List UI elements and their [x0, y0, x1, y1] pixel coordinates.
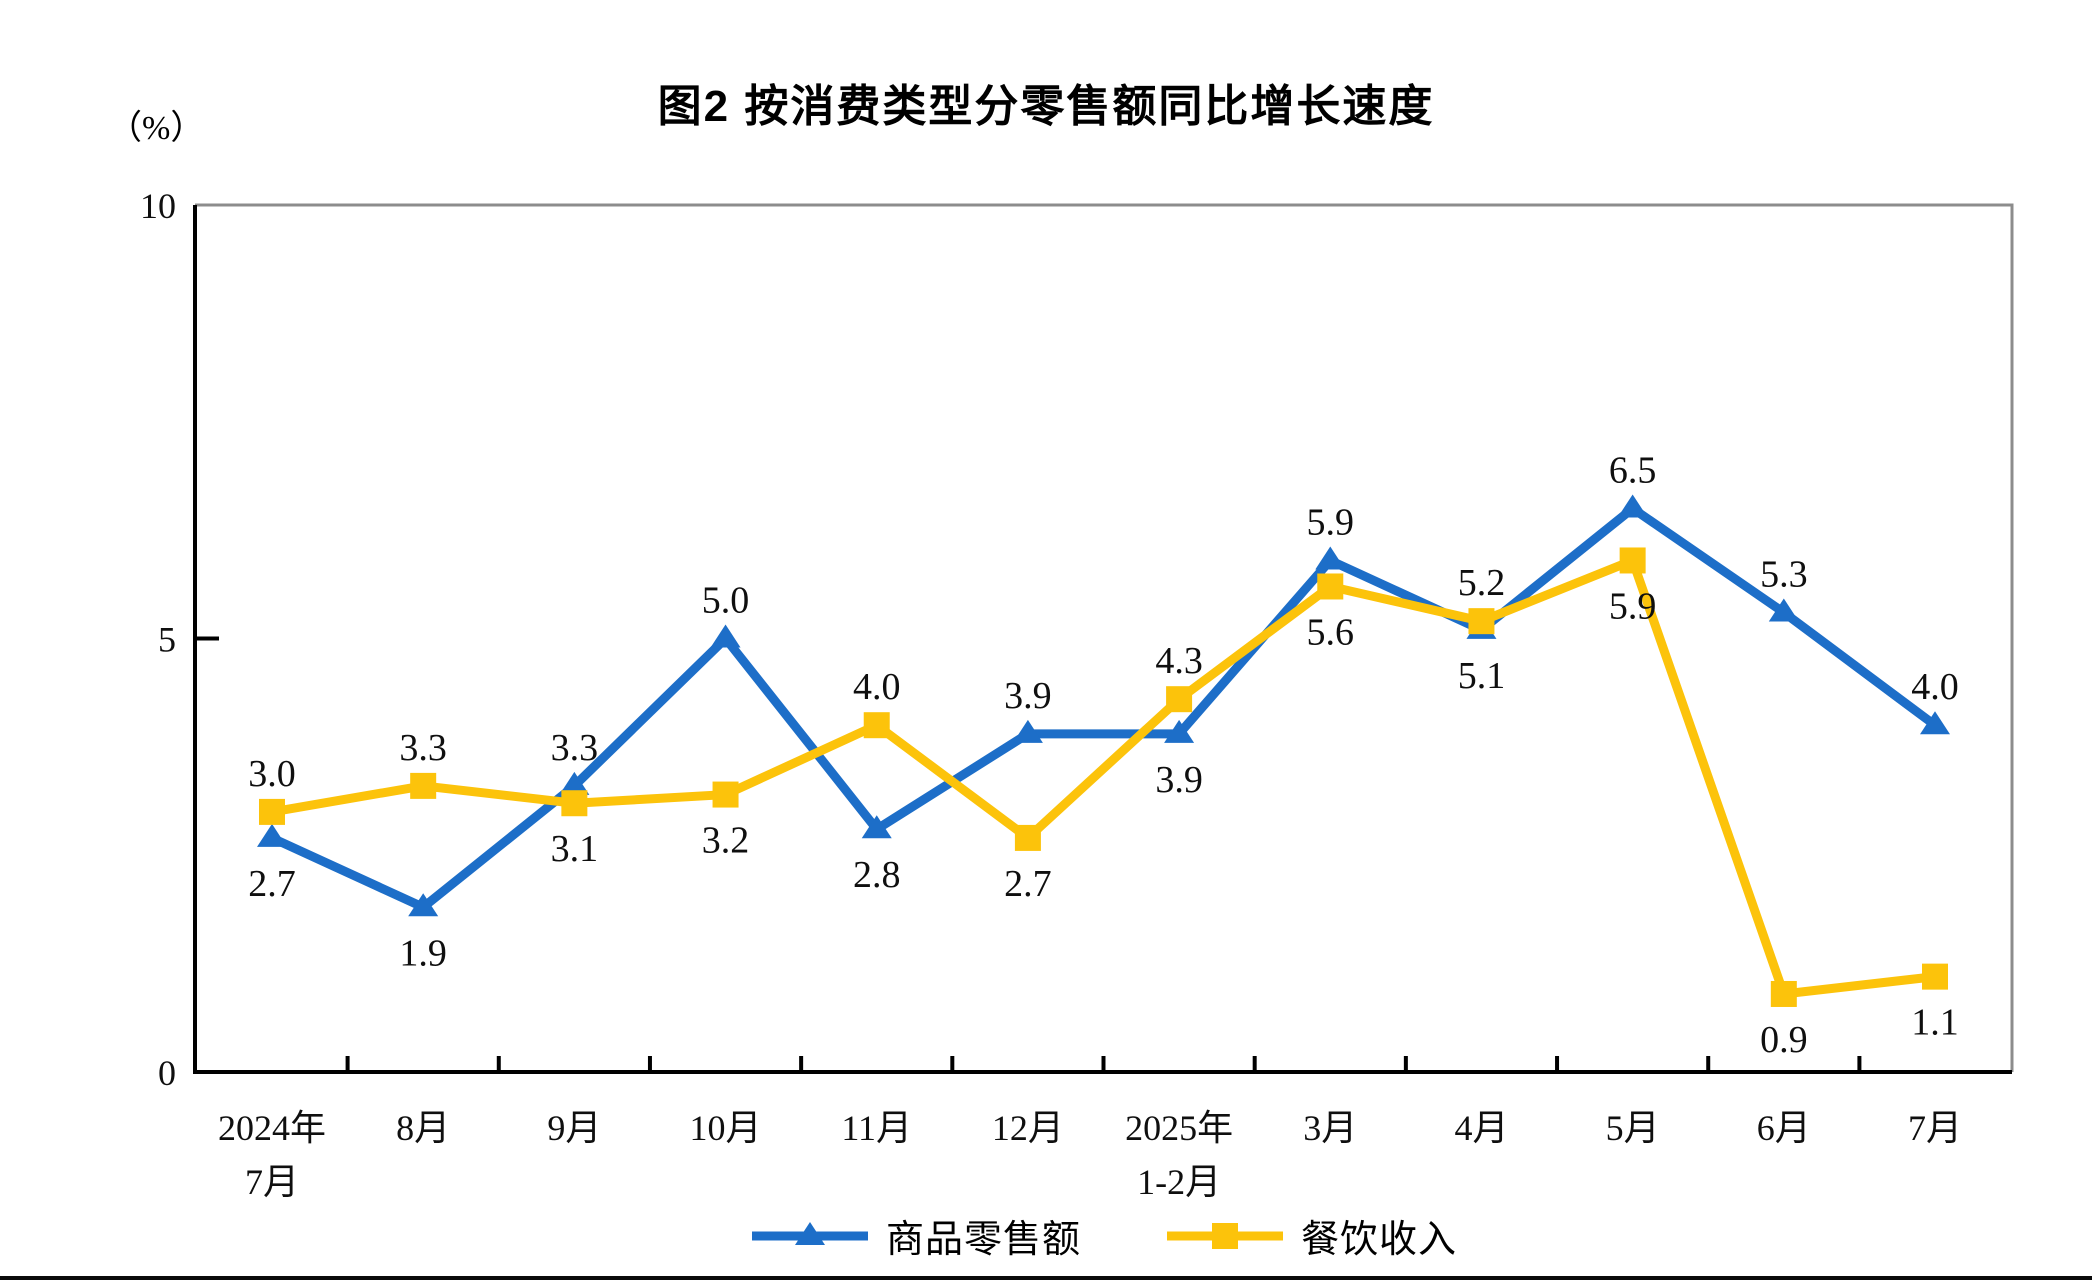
x-category-label: 3月 — [1303, 1108, 1357, 1148]
legend-item-catering-revenue: 餐饮收入 — [1165, 1208, 1457, 1263]
value-label-catering-revenue: 5.2 — [1458, 562, 1506, 604]
legend-marker-goods-retail — [751, 1221, 868, 1245]
series-marker-catering-revenue — [561, 790, 588, 817]
page-bottom-rule — [0, 1276, 2092, 1280]
series-marker-goods-retail — [1768, 598, 1799, 622]
value-label-goods-retail: 2.7 — [248, 863, 296, 905]
x-category-label: 9月 — [547, 1108, 601, 1148]
x-category-label: 1-2月 — [1137, 1162, 1221, 1202]
x-category-label: 5月 — [1606, 1108, 1660, 1148]
legend-label-goods-retail: 商品零售额 — [885, 1219, 1081, 1261]
series-marker-catering-revenue — [1770, 980, 1797, 1007]
x-category-label: 7月 — [245, 1162, 299, 1202]
y-tick-label: 5 — [158, 620, 176, 660]
value-label-catering-revenue: 3.0 — [248, 753, 296, 795]
series-marker-goods-retail — [1164, 719, 1195, 743]
chart-title: 图2 按消费类型分零售额同比增长速度 — [657, 82, 1435, 131]
value-label-goods-retail: 2.8 — [853, 854, 901, 896]
value-label-catering-revenue: 1.1 — [1911, 1002, 1959, 1044]
series-marker-goods-retail — [1617, 494, 1648, 518]
x-category-label: 8月 — [396, 1108, 450, 1148]
value-label-catering-revenue: 3.3 — [399, 727, 447, 769]
x-category-label: 11月 — [841, 1108, 912, 1148]
value-label-catering-revenue: 5.9 — [1609, 585, 1657, 627]
series-marker-goods-retail — [710, 624, 741, 648]
value-label-goods-retail: 4.0 — [1911, 666, 1959, 708]
axis-lines — [193, 205, 2012, 1074]
x-category-label: 10月 — [690, 1108, 762, 1148]
series-line-goods-retail — [270, 502, 1938, 913]
value-label-goods-retail: 5.9 — [1307, 501, 1355, 543]
y-axis-unit-label: （%） — [108, 110, 205, 147]
value-label-catering-revenue: 0.9 — [1760, 1019, 1808, 1061]
series-marker-goods-retail — [408, 893, 439, 917]
series-marker-catering-revenue — [1922, 963, 1948, 990]
value-label-goods-retail: 5.0 — [702, 580, 750, 622]
series-goods-retail — [257, 494, 1950, 917]
series-marker-goods-retail — [1920, 711, 1950, 735]
series-marker-goods-retail — [257, 823, 287, 847]
value-label-catering-revenue: 3.2 — [702, 820, 750, 862]
series-marker-catering-revenue — [1166, 686, 1193, 713]
value-label-goods-retail: 6.5 — [1609, 449, 1657, 491]
value-label-catering-revenue: 5.6 — [1307, 611, 1355, 653]
legend-marker-catering-revenue — [1167, 1222, 1283, 1249]
series-marker-catering-revenue — [863, 712, 890, 739]
series-marker-catering-revenue — [1468, 608, 1495, 635]
series-marker-goods-retail — [1315, 546, 1346, 570]
legend-glyph-goods-retail — [794, 1221, 825, 1245]
value-label-goods-retail: 3.3 — [551, 727, 599, 769]
series-catering-revenue — [259, 547, 1948, 1007]
value-label-catering-revenue: 4.0 — [853, 666, 901, 708]
series-marker-catering-revenue — [1619, 547, 1646, 574]
series-marker-goods-retail — [559, 771, 590, 795]
value-label-goods-retail: 5.3 — [1760, 553, 1808, 595]
series-marker-catering-revenue — [1317, 573, 1344, 600]
series-marker-goods-retail — [861, 815, 892, 839]
legend-glyph-catering-revenue — [1212, 1222, 1238, 1249]
value-label-catering-revenue: 3.1 — [551, 828, 599, 870]
series-marker-catering-revenue — [712, 781, 739, 808]
series-marker-goods-retail — [1012, 719, 1043, 743]
y-tick-label: 10 — [140, 186, 176, 226]
plot-border — [195, 203, 2014, 1072]
legend-label-catering-revenue: 餐饮收入 — [1301, 1219, 1458, 1261]
series-line-catering-revenue — [271, 554, 1936, 999]
legend-item-goods-retail: 商品零售额 — [750, 1208, 1081, 1263]
value-label-catering-revenue: 4.3 — [1155, 640, 1203, 682]
value-label-goods-retail: 3.9 — [1004, 675, 1052, 717]
value-label-goods-retail: 3.9 — [1155, 759, 1203, 801]
x-category-label: 7月 — [1908, 1108, 1962, 1148]
value-label-catering-revenue: 2.7 — [1004, 863, 1052, 905]
x-category-label: 6月 — [1757, 1108, 1811, 1148]
y-tick-label: 0 — [158, 1053, 176, 1093]
series-marker-catering-revenue — [1014, 824, 1041, 851]
x-category-label: 4月 — [1454, 1108, 1508, 1148]
x-category-label: 12月 — [992, 1108, 1064, 1148]
series-marker-catering-revenue — [410, 772, 437, 799]
value-label-goods-retail: 5.1 — [1458, 655, 1506, 697]
value-label-goods-retail: 1.9 — [399, 932, 447, 974]
x-category-label: 2025年 — [1125, 1108, 1233, 1148]
series-marker-catering-revenue — [259, 798, 285, 825]
x-category-label: 2024年 — [218, 1108, 326, 1148]
chart-legend: 商品零售额 餐饮收入 — [195, 1208, 2012, 1263]
